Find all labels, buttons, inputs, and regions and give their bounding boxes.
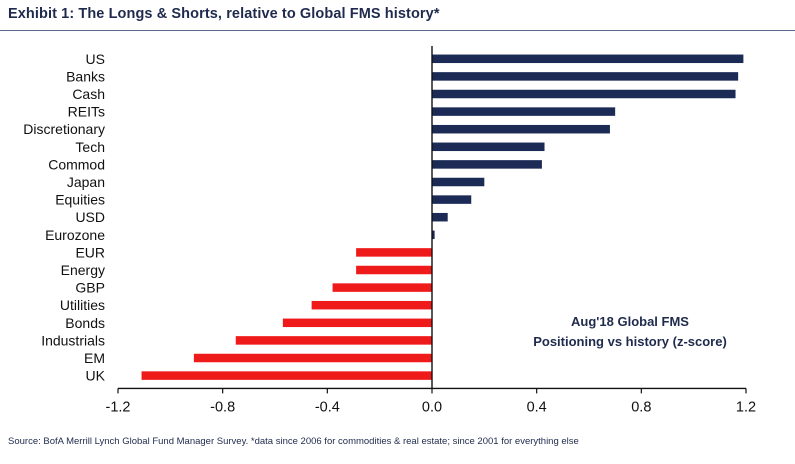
category-label-cash: Cash	[72, 86, 105, 102]
category-label-eurozone: Eurozone	[45, 227, 105, 243]
bar-cash	[432, 89, 736, 99]
category-label-energy: Energy	[61, 262, 105, 278]
category-label-banks: Banks	[66, 68, 105, 84]
category-label-equities: Equities	[55, 192, 105, 208]
category-label-commod: Commod	[48, 156, 105, 172]
category-label-usd: USD	[75, 209, 105, 225]
category-label-utilities: Utilities	[60, 297, 105, 313]
category-label-discretionary: Discretionary	[23, 121, 105, 137]
category-label-us: US	[86, 51, 105, 67]
category-label-uk: UK	[86, 368, 106, 384]
x-tick-label: 1.2	[736, 399, 756, 415]
x-tick-label: -0.4	[315, 399, 340, 415]
bar-discretionary	[432, 124, 610, 134]
x-tick-label: 0.4	[527, 399, 547, 415]
bar-reits	[432, 107, 616, 116]
annotation-line-1: Aug'18 Global FMS	[571, 314, 689, 329]
x-tick-label: 0.0	[422, 399, 442, 415]
chart-annotation: Aug'18 Global FMS Positioning vs history…	[500, 312, 760, 352]
category-label-japan: Japan	[67, 174, 105, 190]
category-label-em: EM	[84, 350, 105, 366]
bar-commod	[432, 160, 542, 169]
category-label-tech: Tech	[75, 139, 105, 155]
bar-industrials	[235, 336, 432, 345]
category-label-gbp: GBP	[75, 280, 105, 296]
category-label-bonds: Bonds	[65, 315, 105, 331]
bar-us	[432, 54, 744, 64]
source-note: Source: BofA Merrill Lynch Global Fund M…	[8, 436, 579, 447]
x-tick-label: -0.8	[210, 399, 235, 415]
x-tick-label: -1.2	[106, 399, 131, 415]
category-label-eur: EUR	[75, 244, 105, 260]
category-label-reits: REITs	[68, 104, 105, 120]
bar-em	[193, 353, 432, 363]
annotation-line-2: Positioning vs history (z-score)	[533, 334, 727, 349]
chart-title: Exhibit 1: The Longs & Shorts, relative …	[8, 6, 440, 22]
bar-energy	[356, 265, 432, 275]
bar-bonds	[282, 318, 432, 328]
bar-banks	[432, 72, 739, 81]
bar-eur	[356, 248, 432, 257]
x-tick-label: 0.8	[631, 399, 651, 415]
bar-japan	[432, 177, 485, 187]
bar-utilities	[311, 300, 432, 310]
bar-uk	[141, 371, 433, 380]
title-divider	[0, 30, 795, 31]
category-label-industrials: Industrials	[41, 332, 105, 348]
bar-equities	[432, 195, 472, 204]
bar-tech	[432, 142, 545, 152]
bar-usd	[432, 212, 448, 222]
bar-eurozone	[432, 230, 435, 240]
bar-gbp	[332, 283, 432, 292]
